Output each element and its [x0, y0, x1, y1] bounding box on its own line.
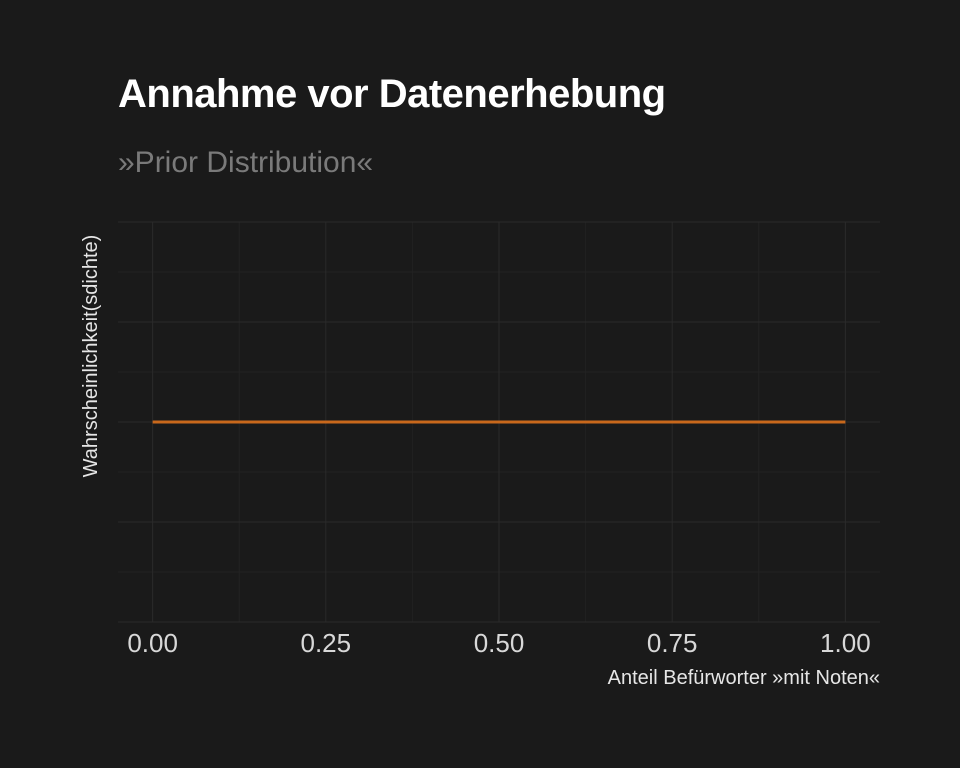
x-tick-label: 1.00	[820, 628, 871, 658]
x-tick-label: 0.00	[127, 628, 178, 658]
x-axis-label: Anteil Befürworter »mit Noten«	[608, 667, 880, 689]
x-tick-label: 0.25	[301, 628, 352, 658]
y-axis-label: Wahrscheinlichkeit(sdichte)	[80, 235, 102, 478]
x-tick-label: 0.75	[647, 628, 698, 658]
x-tick-labels: 0.00 0.25 0.50 0.75 1.00	[127, 628, 870, 658]
x-tick-label: 0.50	[474, 628, 525, 658]
